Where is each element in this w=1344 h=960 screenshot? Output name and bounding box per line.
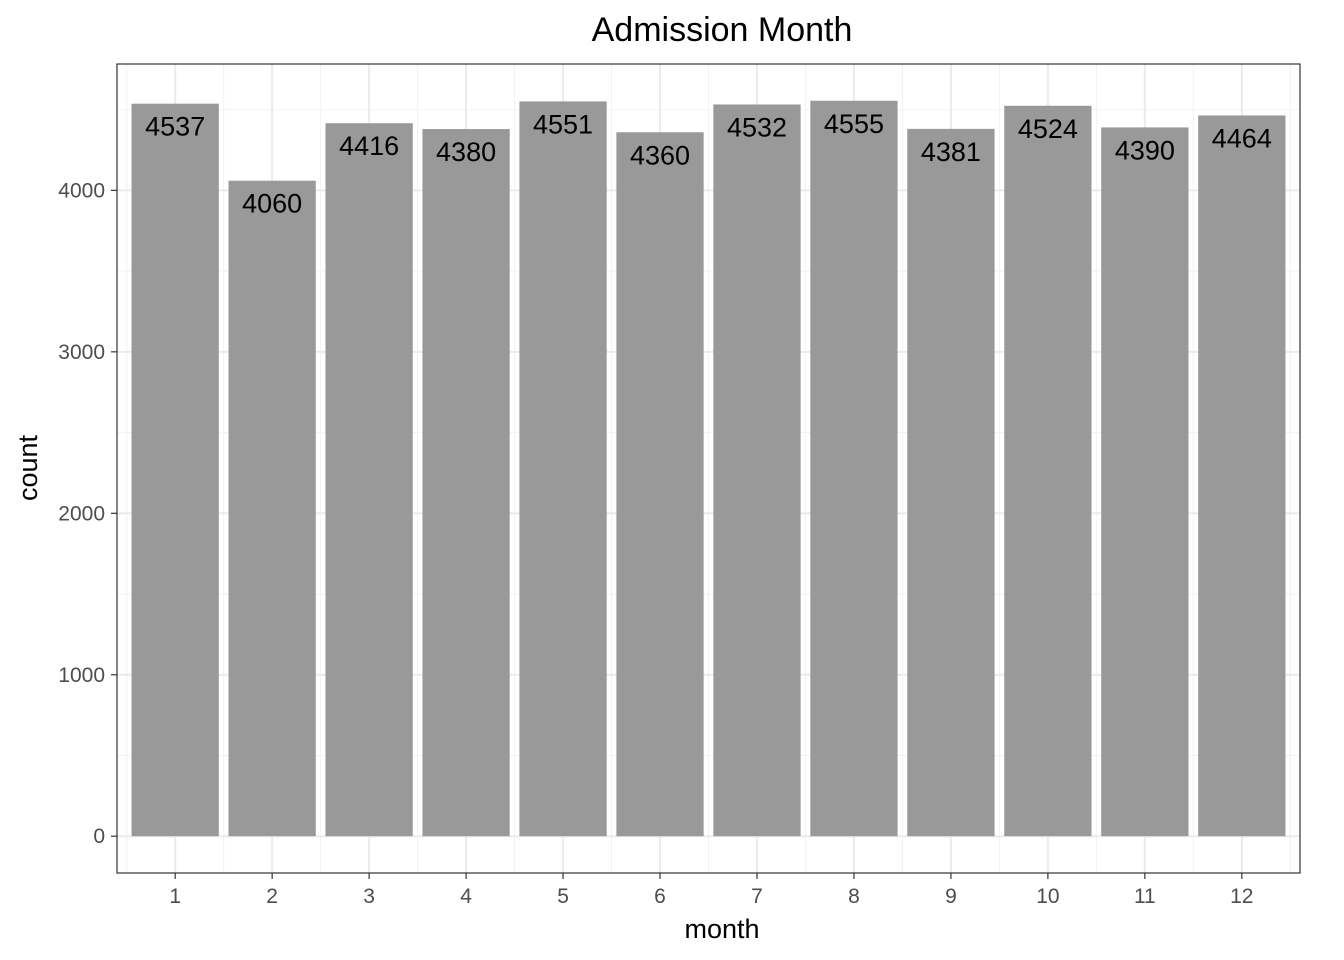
bar-month-4 — [422, 129, 510, 837]
x-tick-label: 1 — [169, 885, 181, 908]
bar-value-label-month-5: 4551 — [533, 109, 593, 139]
bar-month-10 — [1004, 105, 1092, 837]
bar-value-label-month-2: 4060 — [242, 189, 302, 219]
bar-month-9 — [907, 128, 995, 837]
bar-value-label-month-6: 4360 — [630, 140, 690, 170]
bar-month-2 — [228, 180, 316, 837]
x-axis-title: month — [684, 914, 759, 944]
bars — [131, 100, 1286, 837]
bar-value-labels: 4537 4060 4416 4380 4551 4360 4532 4555 4381 4524… — [145, 109, 1272, 219]
x-tick-label: 9 — [945, 885, 957, 908]
bar-value-label-month-1: 4537 — [145, 112, 205, 142]
y-axis-title: count — [13, 434, 43, 501]
x-tick-label: 3 — [363, 885, 375, 908]
x-tick-label: 11 — [1134, 885, 1156, 908]
bar-value-label-month-7: 4532 — [727, 112, 787, 142]
y-tick-label: 1000 — [58, 664, 105, 687]
x-tick-label: 4 — [460, 885, 472, 908]
bar-value-label-month-4: 4380 — [436, 137, 496, 167]
bar-month-12 — [1198, 115, 1286, 837]
x-tick-label: 10 — [1036, 885, 1059, 908]
x-tick-label: 2 — [266, 885, 278, 908]
x-tick-label: 5 — [557, 885, 569, 908]
x-axis: 1 2 3 4 5 6 7 8 9 10 11 12 — [169, 873, 1253, 908]
bar-value-label-month-11: 4390 — [1115, 135, 1175, 165]
bar-value-label-month-10: 4524 — [1018, 114, 1078, 144]
bar-month-1 — [131, 103, 219, 837]
bar-value-label-month-9: 4381 — [921, 137, 981, 167]
plot-area: 4537 4060 4416 4380 4551 4360 4532 4555 4381 4524… — [116, 63, 1301, 874]
bar-month-3 — [325, 123, 413, 837]
bar-month-11 — [1101, 127, 1189, 837]
y-tick-label: 4000 — [58, 179, 105, 202]
y-tick-label: 0 — [93, 825, 105, 848]
y-axis: 0 1000 2000 3000 4000 — [58, 179, 117, 848]
chart-title: Admission Month — [592, 11, 853, 49]
bar-month-6 — [616, 132, 704, 837]
bar-month-8 — [810, 100, 898, 837]
bar-month-7 — [713, 104, 801, 837]
y-tick-label: 2000 — [58, 502, 105, 525]
y-tick-label: 3000 — [58, 341, 105, 364]
bar-value-label-month-12: 4464 — [1212, 123, 1272, 153]
x-tick-label: 6 — [654, 885, 666, 908]
bar-month-5 — [519, 101, 607, 837]
x-tick-label: 12 — [1230, 885, 1253, 908]
bar-value-label-month-8: 4555 — [824, 109, 884, 139]
x-tick-label: 7 — [751, 885, 763, 908]
x-tick-label: 8 — [848, 885, 860, 908]
plot-panel-border — [116, 63, 1301, 874]
bar-value-label-month-3: 4416 — [339, 131, 399, 161]
